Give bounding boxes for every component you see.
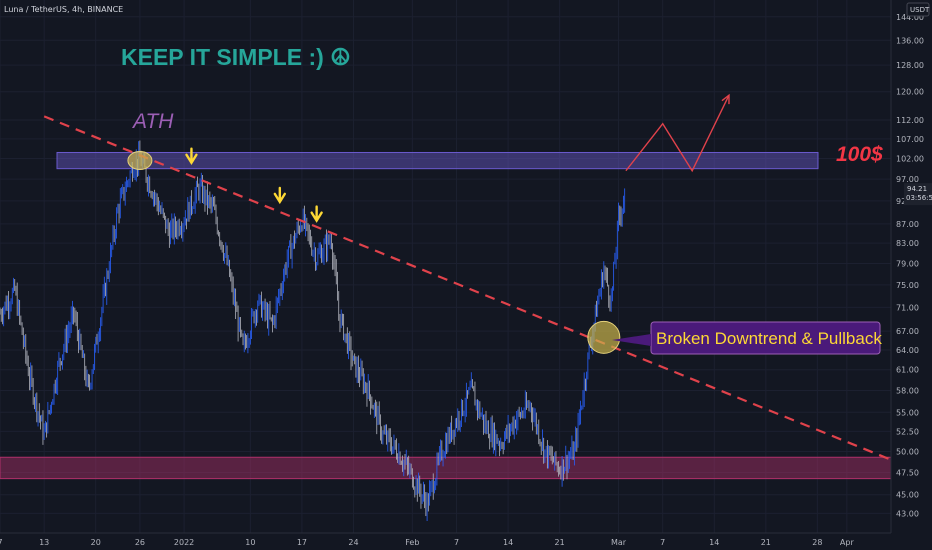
y-axis-ticks: 43.00 45.00 47.50 50.00 52.50 55.00 58.00 61.00…: [896, 13, 924, 519]
grid: [0, 0, 891, 533]
y-tick-label: 144.00: [896, 13, 924, 22]
y-tick-label: 107.00: [896, 135, 924, 144]
y-tick-label: 79.00: [896, 259, 919, 268]
y-tick-label: 87.00: [896, 220, 919, 229]
down-arrow-marker: [310, 205, 323, 223]
projection-path: [625, 94, 730, 173]
symbol-header: Luna / TetherUS, 4h, BINANCE: [4, 5, 123, 14]
countdown-label: 03:56:51: [906, 194, 932, 202]
callout-box: Broken Downtrend & Pullback: [612, 321, 882, 355]
ath-label: ATH: [131, 110, 174, 133]
chart-title: KEEP IT SIMPLE :) ☮: [121, 44, 351, 70]
currency-label: USDT: [910, 6, 930, 14]
x-tick-label: 20: [91, 538, 101, 547]
x-tick-label: 2022: [174, 538, 194, 547]
x-tick-label: 7: [660, 538, 665, 547]
y-tick-label: 75.00: [896, 281, 919, 290]
y-tick-label: 67.00: [896, 327, 919, 336]
x-tick-label: 17: [297, 538, 307, 547]
zones: [0, 151, 892, 480]
last-price-label: 94.21: [907, 185, 927, 193]
x-tick-label: 28: [812, 538, 822, 547]
last-price-badge: 94.21 03:56:51: [904, 183, 932, 206]
currency-badge: USDT: [906, 2, 930, 17]
y-tick-label: 50.00: [896, 447, 919, 456]
ath-resistance-zone: [56, 151, 819, 170]
x-tick-label: 21: [761, 538, 771, 547]
y-tick-label: 102.00: [896, 154, 924, 163]
y-tick-label: 64.00: [896, 346, 919, 355]
price-axis[interactable]: [890, 0, 932, 533]
x-tick-label: Apr: [840, 538, 855, 547]
callout-label: Broken Downtrend & Pullback: [656, 329, 882, 348]
projection-arrowhead: [721, 93, 730, 105]
y-tick-label: 45.00: [896, 491, 919, 500]
x-tick-label: 26: [135, 538, 145, 547]
y-tick-label: 43.00: [896, 509, 919, 518]
candles: [0, 140, 626, 522]
x-tick-label: 14: [709, 538, 719, 547]
x-tick-label: 7: [0, 538, 3, 547]
x-tick-label: 24: [348, 538, 358, 547]
x-tick-label: 7: [454, 538, 459, 547]
y-tick-label: 47.50: [896, 469, 919, 478]
y-tick-label: 97.00: [896, 175, 919, 184]
support-zone: [0, 456, 892, 480]
y-tick-label: 58.00: [896, 386, 919, 395]
y-tick-label: 71.00: [896, 303, 919, 312]
y-tick-label: 112.00: [896, 116, 924, 125]
down-arrow-marker: [185, 147, 198, 166]
y-tick-label: 55.00: [896, 408, 919, 417]
x-tick-label: Mar: [611, 538, 627, 547]
y-tick-label: 128.00: [896, 61, 924, 70]
y-tick-label: 83.00: [896, 239, 919, 248]
y-tick-label: 61.00: [896, 366, 919, 375]
down-arrow-marker: [273, 186, 287, 205]
highlight-marker: [587, 320, 621, 354]
time-axis[interactable]: [0, 532, 932, 550]
highlight-marker: [127, 150, 153, 170]
level-label: 100$: [836, 143, 883, 166]
x-tick-label: 14: [503, 538, 513, 547]
x-tick-label: 10: [245, 538, 255, 547]
x-tick-label: 21: [555, 538, 565, 547]
y-tick-label: 52.50: [896, 427, 919, 436]
y-tick-label: 120.00: [896, 88, 924, 97]
x-tick-label: 13: [39, 538, 49, 547]
x-tick-label: Feb: [405, 538, 419, 547]
overlays: [43, 93, 892, 461]
y-tick-label: 136.00: [896, 36, 924, 45]
x-axis-ticks: 7 13 20 26 2022 10 17 24 Feb 7 14 21 Mar 7 14 21 28 Apr: [0, 538, 854, 547]
